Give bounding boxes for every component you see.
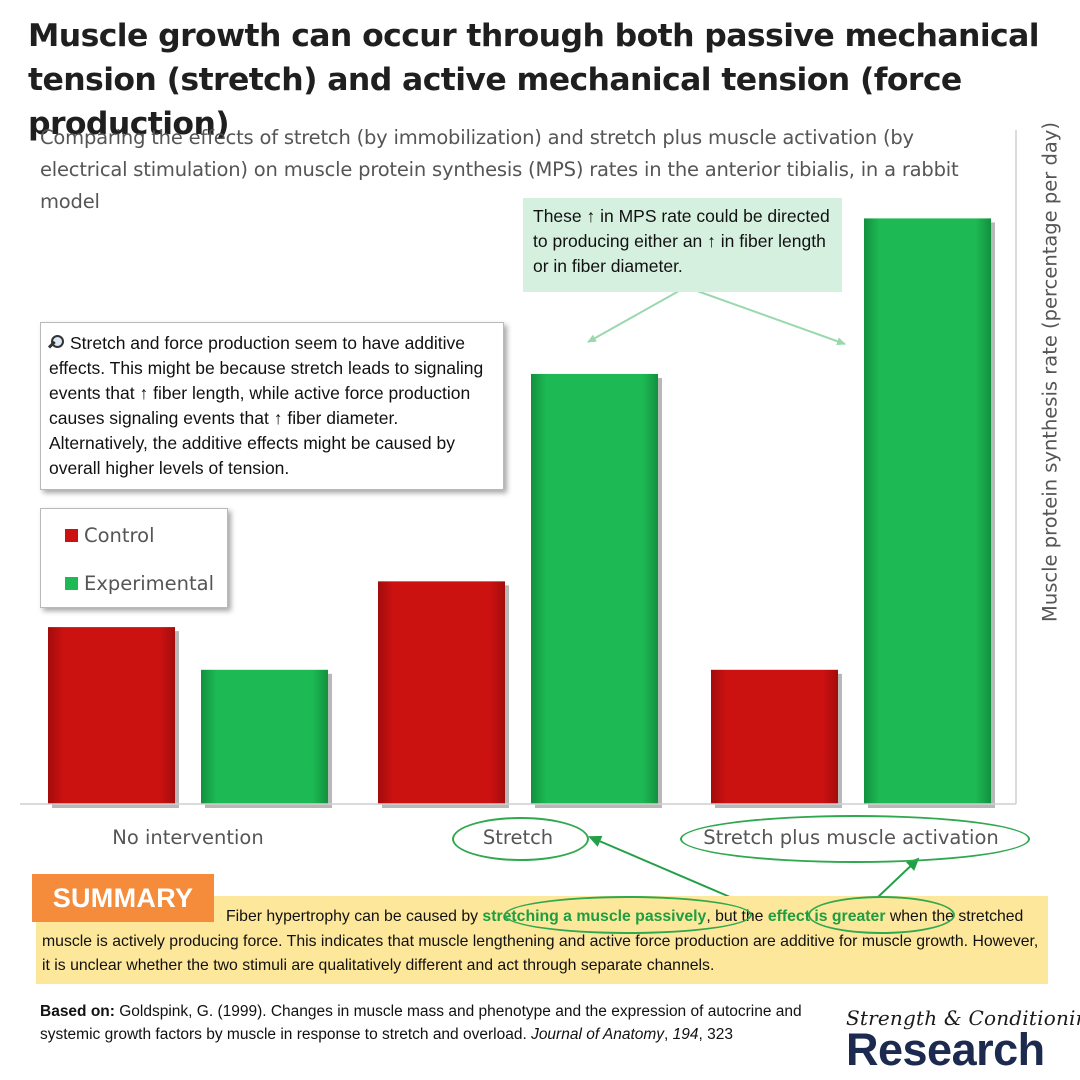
stretch-highlight-ring [452,817,589,861]
summary-part1: Fiber hypertrophy can be caused by [226,908,483,925]
logo-wordmark: Research [846,1024,1045,1075]
y-axis-label: Muscle protein synthesis rate (percentag… [1038,122,1062,622]
chart-legend: Control Experimental [40,508,228,608]
summary-label: SUMMARY [32,874,214,922]
bar-experimental-0 [201,669,328,804]
chart-subtitle: Comparing the effects of stretch (by imm… [40,126,959,213]
logo-tagline: Strength & Conditioning [846,1006,1080,1030]
magnifier-icon [47,335,64,350]
legend-item-control: Control [65,524,155,547]
reference: Based on: Goldspink, G. (1999). Changes … [40,1000,830,1046]
legend-swatch-experimental [65,577,78,590]
page-title: Muscle growth can occur through both pas… [28,18,1040,142]
reference-lead: Based on: [40,1003,115,1020]
bar-experimental-1 [531,373,658,804]
reference-volume: 194 [672,1026,699,1043]
legend-item-experimental: Experimental [65,572,214,595]
bar-control-1 [378,581,505,804]
bar-control-0 [48,627,175,804]
bar-experimental-2 [864,218,991,804]
summary-ring-stretching [504,896,752,934]
callout-arrow-stretch [587,286,687,343]
mps-callout: These ↑ in MPS rate could be directed to… [523,198,842,292]
summary-arrow-activation [877,857,920,898]
callout-arrow-activation [685,286,846,346]
reference-text: Goldspink, G. (1999). Changes in muscle … [40,1003,802,1043]
bar-control-2 [711,669,838,804]
legend-label-experimental: Experimental [84,572,215,595]
reference-journal: Journal of Anatomy [531,1026,665,1043]
note-text: Stretch and force production seem to hav… [49,333,484,478]
summary-arrow-stretch [588,835,731,898]
note-callout: Stretch and force production seem to hav… [40,322,504,490]
stretch-activation-highlight-ring [680,815,1030,863]
legend-swatch-control [65,529,78,542]
reference-page: , 323 [698,1026,734,1043]
legend-label-control: Control [84,524,155,547]
reference-sep: , [664,1026,673,1043]
summary-ring-effect [808,896,955,934]
category-label-no-intervention: No intervention [112,826,264,849]
